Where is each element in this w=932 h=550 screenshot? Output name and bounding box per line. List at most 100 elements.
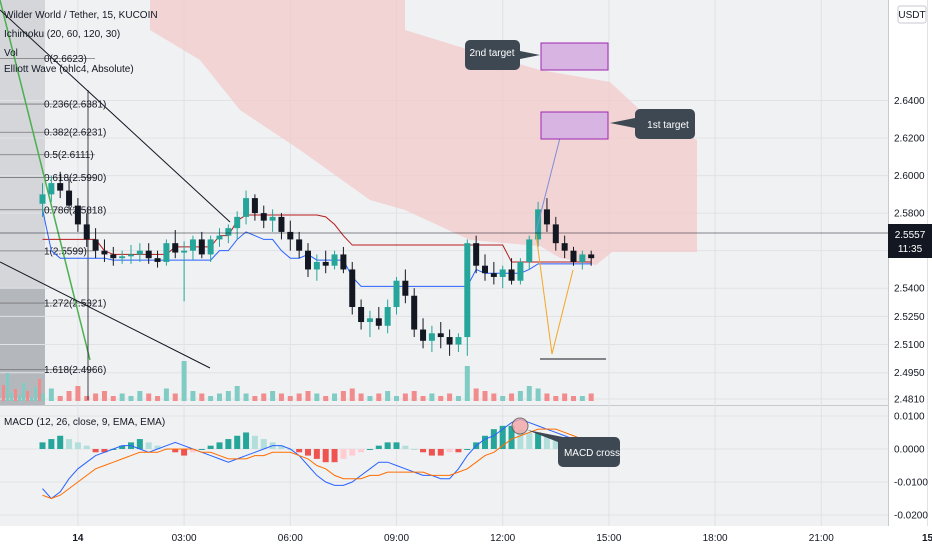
macd-histogram-bar <box>508 425 515 449</box>
macd-histogram-bar <box>48 439 55 449</box>
candle-body <box>83 224 90 240</box>
volume-bar <box>172 393 178 401</box>
volume-bar <box>455 396 461 401</box>
fib-level-label: 0.5(2.6111) <box>44 150 94 161</box>
second-target-box[interactable] <box>540 42 609 71</box>
volume-bar <box>75 386 81 401</box>
macd-histogram-bar <box>411 448 418 450</box>
currency-badge-box[interactable] <box>897 5 927 24</box>
macd-histogram-bar <box>296 448 303 453</box>
macd-histogram-bar <box>366 448 373 450</box>
candle-body <box>110 254 117 259</box>
candle-body <box>225 228 232 236</box>
volume-bar <box>110 396 116 401</box>
bullish-projection[interactable] <box>535 125 564 233</box>
macd-histogram-bar <box>358 448 365 453</box>
candle-body <box>207 239 214 255</box>
candle-body <box>163 243 170 262</box>
candle-body <box>358 307 365 323</box>
volume-bar <box>588 393 594 401</box>
candle-body <box>384 307 391 326</box>
fib-level-label: 0(2.6623) <box>44 54 87 65</box>
price-tick-label: 2.5100 <box>894 340 925 351</box>
macd-histogram-bar <box>234 435 241 449</box>
candle-body <box>296 239 303 251</box>
macd-histogram-bar <box>543 435 550 449</box>
volume-bar <box>252 396 258 401</box>
macd-histogram-bar <box>57 435 64 449</box>
macd-histogram-bar <box>172 448 179 453</box>
volume-bar <box>10 393 13 401</box>
macd-histogram-bar <box>349 448 356 456</box>
candle-body <box>446 337 453 345</box>
macd-histogram-bar <box>340 448 347 459</box>
volume-bar <box>332 393 338 401</box>
macd-histogram-bar <box>552 439 559 449</box>
macd-tick-label: 0.0000 <box>894 444 925 455</box>
second-target-callout-bg[interactable] <box>465 40 540 70</box>
volume-bar <box>18 395 21 401</box>
volume-bar <box>287 396 293 401</box>
fib-level-label: 1.272(2.5321) <box>44 299 106 310</box>
ichimoku-legend[interactable]: Ichimoku (20, 60, 120, 30) <box>4 29 120 40</box>
price-tick-label: 2.4810 <box>894 395 925 406</box>
macd-histogram-bar <box>322 448 329 463</box>
projection-paths[interactable] <box>0 125 888 360</box>
macd-histogram-bar <box>92 448 99 453</box>
macd-histogram-bar <box>260 439 267 449</box>
macd-histogram-bar <box>437 448 444 456</box>
fib-level-label: 1(2.5599) <box>44 246 87 257</box>
macd-cross-marker[interactable] <box>511 417 529 435</box>
volume-bar <box>473 388 479 401</box>
candle-body <box>39 194 46 204</box>
volume-bar <box>199 393 205 401</box>
macd-histogram-bar <box>482 435 488 449</box>
volume-bar <box>420 396 426 401</box>
volume-bar <box>101 391 107 401</box>
macd-histogram-bar <box>119 445 126 449</box>
resistance-trendline[interactable] <box>0 9 231 223</box>
candle-body <box>366 318 373 323</box>
volume-bar <box>491 393 497 401</box>
price-tick-label: 2.6000 <box>894 171 925 182</box>
macd-histogram-bar <box>101 448 108 453</box>
candle-body <box>561 243 568 251</box>
volume-bar <box>358 393 364 401</box>
macd-cross-callout-bg[interactable] <box>527 430 620 467</box>
volume-bar <box>84 396 90 401</box>
elliott-legend[interactable]: Elliott Wave (ohlc4, Absolute) <box>4 64 134 75</box>
macd-histogram-bar <box>313 448 320 459</box>
volume-bar <box>323 396 329 401</box>
volume-bar <box>296 393 302 401</box>
symbol-title: Wilder World / Tether, 15, KUCOIN <box>4 10 158 21</box>
first-target-box[interactable] <box>540 111 609 140</box>
macd-histogram-bar <box>83 445 90 449</box>
macd-histogram-bar <box>393 442 400 449</box>
volume-bar <box>128 396 134 401</box>
macd-legend[interactable]: MACD (12, 26, close, 9, EMA, EMA) <box>4 417 165 428</box>
time-tick-label: 12:00 <box>490 533 515 544</box>
macd-histogram-bar <box>251 435 258 449</box>
volume-bar <box>38 379 41 401</box>
currency-badge[interactable]: USDT <box>898 10 925 21</box>
time-tick-label: 15:00 <box>596 533 621 544</box>
price-tick-label: 2.6400 <box>894 96 925 107</box>
macd-histogram-bar <box>535 432 542 449</box>
volume-bar <box>22 383 25 401</box>
trend-lines[interactable] <box>0 0 231 400</box>
first-target-callout-bg[interactable] <box>610 109 695 139</box>
candle-body <box>420 329 427 341</box>
volume-bar <box>385 391 391 401</box>
price-tick-label: 2.5800 <box>894 209 925 220</box>
macd-histogram-bar <box>428 448 435 456</box>
candle-body <box>490 273 497 277</box>
volume-bar <box>93 393 99 401</box>
volume-bar <box>225 391 231 401</box>
volume-bar <box>447 393 453 401</box>
bearish-projection[interactable] <box>535 233 574 355</box>
vol-legend[interactable]: Vol <box>4 48 18 59</box>
candle-body <box>57 183 64 191</box>
macd-histogram-bar <box>181 448 188 456</box>
lower-trendline[interactable] <box>0 261 211 369</box>
